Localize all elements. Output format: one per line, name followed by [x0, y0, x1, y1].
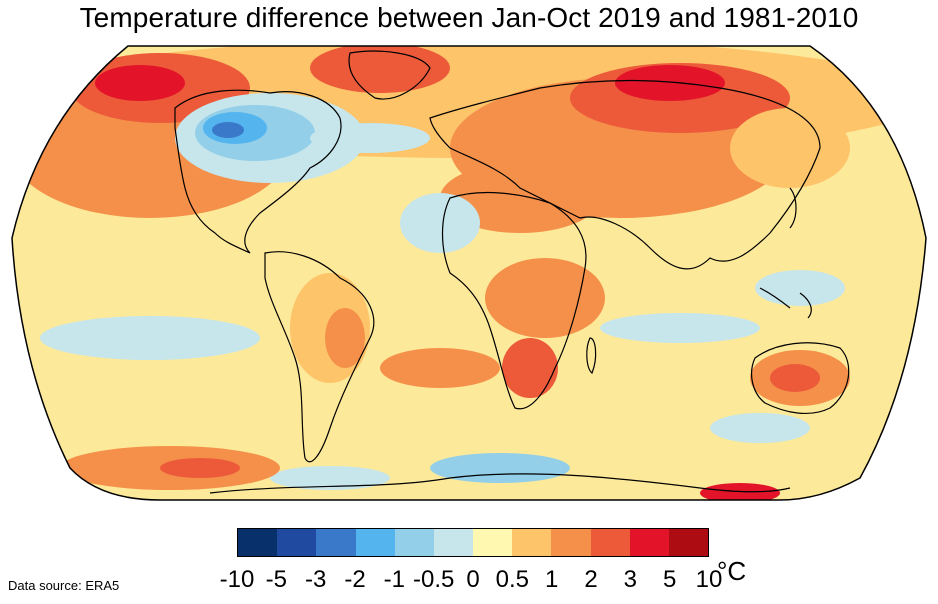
- colorbar-tick-label: 3: [623, 566, 638, 593]
- middle-east-warm: [440, 163, 600, 233]
- drake-passage-cool: [270, 466, 390, 490]
- colorbar: [237, 528, 709, 557]
- colorbar-swatch: [668, 529, 709, 556]
- anomaly-field: [12, 46, 926, 500]
- south-america-coast: [264, 251, 375, 463]
- weddell-sea-cool: [430, 453, 570, 483]
- greenland-hot: [310, 46, 450, 93]
- colorbar-tick-label: -0.5: [412, 566, 455, 593]
- canada-colder: [212, 122, 244, 138]
- brazil-warm: [325, 308, 365, 368]
- greenland-coast: [348, 50, 431, 100]
- japan-coast: [789, 187, 797, 229]
- maritime-continent-cool: [755, 270, 845, 306]
- world-map-svg: [11, 45, 927, 501]
- eurasia-coast: [429, 79, 821, 270]
- australia-coast: [751, 342, 850, 414]
- south-pacific-hot: [160, 458, 240, 478]
- data-source-label: Data source: ERA5: [8, 578, 120, 593]
- south-atlantic-warm: [380, 348, 500, 388]
- east-asia-warm: [730, 108, 850, 188]
- colorbar-swatch: [433, 529, 474, 556]
- africa-warm: [485, 258, 605, 338]
- tropical-atlantic-cool: [400, 193, 480, 253]
- colorbar-swatch: [551, 529, 591, 556]
- coastlines: [174, 50, 850, 494]
- colorbar-tick-label: 0: [466, 566, 480, 593]
- colorbar-swatch: [512, 529, 552, 556]
- australia-hot: [770, 364, 820, 392]
- colorbar-tick-label: -3: [304, 566, 327, 593]
- indian-ocean-cool: [600, 313, 760, 343]
- colorbar-swatch: [590, 529, 630, 556]
- colorbar-swatch: [238, 529, 278, 556]
- map-title: Temperature difference between Jan-Oct 2…: [79, 2, 859, 33]
- colorbar-tick-label: -1: [383, 566, 405, 593]
- colorbar-tick-label: 0.5: [495, 566, 530, 593]
- unit-label: °C: [717, 556, 747, 586]
- colorbar-tick-label: 10: [695, 566, 723, 593]
- indonesia-coast: [759, 287, 812, 319]
- colorbar-swatch: [277, 529, 317, 556]
- antarctica-coast: [209, 473, 791, 494]
- colorbar-swatch: [394, 529, 434, 556]
- north-america-coast: [174, 89, 342, 254]
- southern-africa-hot: [502, 338, 558, 398]
- colorbar-tick-label: -10: [219, 566, 255, 593]
- madagascar-coast: [586, 337, 597, 374]
- southern-ocean-cool: [710, 413, 810, 443]
- colorbar-tick-label: 1: [544, 566, 559, 593]
- colorbar-tick-label: -5: [265, 566, 287, 593]
- north-atlantic-cool: [310, 123, 430, 153]
- anomaly-map: [0, 38, 938, 504]
- colorbar-swatch: [473, 529, 513, 556]
- colorbar-tick-label: 5: [662, 566, 677, 593]
- colorbar-swatch: [316, 529, 356, 556]
- bering-very-hot: [95, 65, 185, 101]
- siberia-very-hot: [615, 65, 725, 101]
- colorbar-swatch: [629, 529, 669, 556]
- globe-outline: [11, 45, 927, 501]
- colorbar-tick-label: -2: [344, 566, 366, 593]
- colorbar-tick-labels: -10 -5 -3 -2 -1 -0.5 0 0.5 1 2 3 5 10: [0, 566, 938, 598]
- colorbar-swatch: [355, 529, 395, 556]
- antarctic-hot: [700, 483, 780, 500]
- colorbar-tick-label: 2: [584, 566, 598, 593]
- east-pacific-cool: [40, 316, 260, 360]
- africa-coast: [441, 191, 587, 410]
